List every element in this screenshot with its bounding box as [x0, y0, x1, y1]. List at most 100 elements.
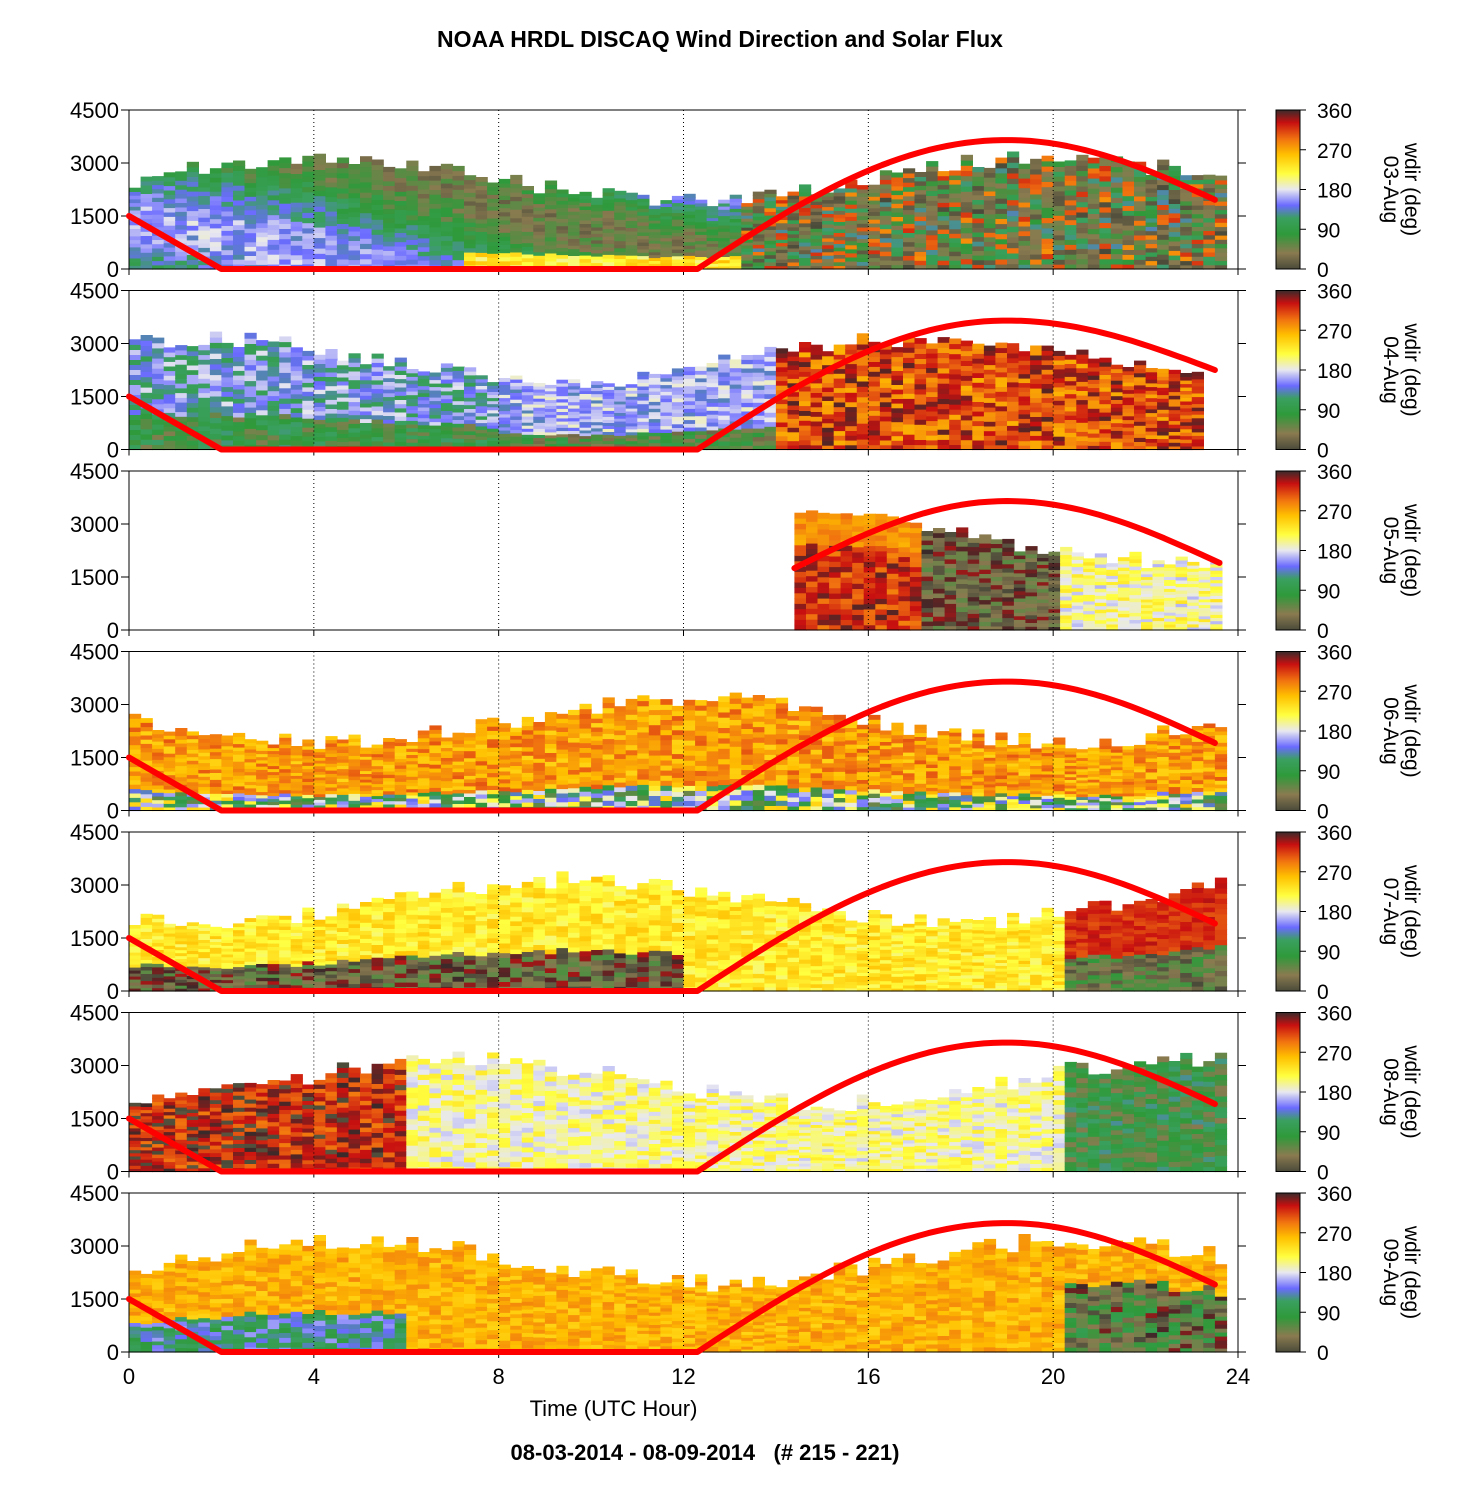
heatmap-cell [625, 248, 638, 253]
heatmap-cell [452, 385, 465, 390]
heatmap-cell [1087, 233, 1100, 240]
heatmap-cell [695, 423, 708, 428]
heatmap-cell [794, 518, 807, 524]
heatmap-cell [1106, 566, 1119, 570]
heatmap-cell [637, 238, 650, 243]
heatmap-cell [487, 229, 500, 235]
heatmap-cell [683, 251, 696, 256]
heatmap-cell [1025, 546, 1038, 551]
heatmap-cell [787, 198, 800, 203]
heatmap-cell [256, 195, 269, 201]
heatmap-cell [856, 192, 869, 198]
heatmap-cell [1110, 437, 1124, 443]
heatmap-cell [1168, 402, 1181, 407]
heatmap-cell [822, 351, 835, 357]
heatmap-cell [336, 223, 350, 230]
heatmap-cell [921, 535, 934, 541]
heatmap-cell [1037, 574, 1050, 579]
heatmap-cell [879, 260, 893, 266]
heatmap-cell [452, 208, 465, 214]
heatmap-cell [775, 412, 789, 418]
heatmap-cell [556, 414, 569, 419]
heatmap-cell [440, 163, 454, 170]
heatmap-cell [152, 239, 165, 245]
heatmap-cell [140, 371, 153, 378]
heatmap-cell [833, 221, 846, 226]
heatmap-cell [660, 432, 673, 437]
heatmap-cell [186, 191, 199, 197]
heatmap-cell [787, 382, 800, 388]
heatmap-cell [417, 260, 430, 266]
heatmap-cell [829, 619, 842, 626]
heatmap-cell [244, 391, 257, 397]
heatmap-cell [1071, 570, 1084, 575]
heatmap-cell [660, 418, 673, 423]
heatmap-cell [706, 367, 719, 372]
heatmap-cell [960, 237, 973, 244]
heatmap-cell [510, 405, 523, 410]
heatmap-cell [256, 227, 269, 233]
heatmap-cell [706, 206, 719, 210]
heatmap-cell [926, 420, 939, 426]
heatmap-cell [810, 430, 823, 436]
heatmap-cell [221, 220, 234, 226]
heatmap-cell [949, 175, 962, 181]
heatmap-cell [949, 353, 962, 360]
heatmap-cell [706, 266, 719, 270]
heatmap-cell [452, 240, 465, 247]
heatmap-cell [256, 350, 269, 356]
heatmap-cell [233, 244, 246, 250]
heatmap-cell [648, 401, 661, 406]
heatmap-cell [983, 213, 997, 219]
heatmap-cell [775, 242, 789, 247]
heatmap-cell [1168, 369, 1181, 374]
heatmap-cell [660, 411, 673, 416]
heatmap-cell [1134, 230, 1147, 236]
heatmap-cell [198, 230, 211, 235]
heatmap-cell [1129, 562, 1142, 567]
heatmap-cell [909, 552, 923, 558]
heatmap-cell [1198, 579, 1211, 583]
heatmap-cell [591, 412, 604, 416]
heatmap-cell [903, 182, 916, 188]
heatmap-cell [886, 526, 899, 533]
heatmap-cell [614, 415, 627, 419]
heatmap-cell [591, 440, 604, 444]
heatmap-cell [683, 241, 696, 246]
heatmap-cell [1087, 391, 1100, 397]
heatmap-cell [1152, 611, 1165, 615]
heatmap-cell [787, 202, 800, 207]
heatmap-cell [1203, 209, 1216, 214]
heatmap-cell [933, 611, 946, 617]
heatmap-cell [979, 608, 992, 614]
heatmap-cell [845, 406, 858, 412]
heatmap-cell [856, 412, 869, 419]
heatmap-cell [660, 228, 673, 232]
heatmap-cell [979, 595, 992, 601]
heatmap-cell [799, 386, 812, 392]
heatmap-cell [1037, 567, 1050, 572]
heatmap-cell [1053, 220, 1066, 226]
heatmap-cell [695, 247, 708, 251]
heatmap-cell [313, 367, 326, 373]
heatmap-cell [1053, 210, 1066, 216]
heatmap-cell [1048, 587, 1061, 592]
y-tick-label: 4500 [70, 279, 119, 304]
heatmap-cell [290, 192, 303, 198]
heatmap-cell [533, 428, 546, 432]
heatmap-cell [290, 440, 303, 446]
heatmap-cell [799, 261, 812, 266]
heatmap-cell [891, 225, 904, 231]
heatmap-cell [429, 175, 442, 181]
heatmap-cell [1087, 248, 1100, 255]
heatmap-cell [845, 196, 858, 201]
heatmap-cell [360, 391, 373, 396]
heatmap-cell [1106, 575, 1119, 579]
heatmap-cell [1141, 604, 1154, 609]
heatmap-cell [787, 356, 800, 362]
heatmap-cell [775, 408, 789, 414]
heatmap-cell [394, 361, 407, 367]
heatmap-cell [671, 212, 685, 217]
heatmap-cell [556, 417, 569, 422]
heatmap-cell [898, 605, 911, 611]
